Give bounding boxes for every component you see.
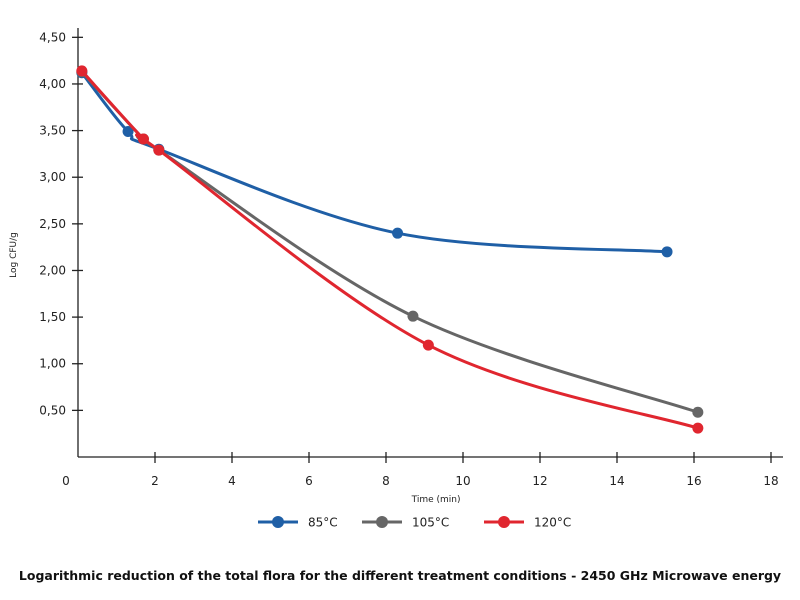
y-tick-label: 3,50 — [39, 124, 66, 138]
legend-swatch-marker — [376, 516, 388, 528]
legend-item: 120°C — [484, 516, 571, 530]
x-tick-label: 18 — [763, 474, 778, 488]
axes — [77, 28, 783, 458]
x-tick-label: 2 — [151, 474, 159, 488]
x-tick-label: 6 — [305, 474, 313, 488]
chart-caption: Logarithmic reduction of the total flora… — [19, 568, 781, 583]
data-point — [122, 126, 134, 138]
x-tick-label: 16 — [686, 474, 701, 488]
series-1 — [76, 66, 704, 418]
data-point — [661, 246, 673, 258]
legend-label: 85°C — [308, 516, 338, 530]
data-point — [422, 339, 434, 351]
x-tick-label: 12 — [532, 474, 547, 488]
y-tick-label: 2,00 — [39, 263, 66, 277]
data-point — [407, 310, 419, 322]
y-tick-label: 3,00 — [39, 170, 66, 184]
y-tick-label: 1,00 — [39, 357, 66, 371]
y-tick-label: 0,50 — [39, 403, 66, 417]
x-tick-label: 10 — [455, 474, 470, 488]
data-point — [692, 422, 704, 434]
y-tick-label: 4,50 — [39, 30, 66, 44]
x-ticks: 0 2 4 6 8 10 12 14 16 18 — [62, 452, 779, 488]
legend-label: 105°C — [412, 516, 449, 530]
x-axis-title: Time (min) — [411, 495, 461, 505]
x-tick-label: 4 — [228, 474, 236, 488]
legend-swatch-marker — [272, 516, 284, 528]
data-point — [692, 406, 704, 418]
x-tick-label: 14 — [609, 474, 624, 488]
y-ticks: 0,50 1,00 1,50 2,00 2,50 3,00 3,50 4,00 4,50 — [39, 30, 83, 417]
y-tick-label: 2,50 — [39, 217, 66, 231]
series-2 — [76, 65, 704, 434]
data-point — [137, 133, 149, 145]
legend: 85°C 105°C 120°C — [258, 516, 571, 530]
series-line — [80, 70, 700, 414]
legend-label: 120°C — [534, 516, 571, 530]
x-tick-label: 8 — [382, 474, 390, 488]
data-point — [153, 144, 165, 156]
x-tick-label: 0 — [62, 474, 70, 488]
legend-swatch-marker — [498, 516, 510, 528]
series-line — [80, 71, 669, 254]
series-layer — [76, 65, 704, 434]
y-tick-label: 4,00 — [39, 77, 66, 91]
y-axis-title: Log CFU/g — [9, 232, 19, 278]
legend-item: 105°C — [362, 516, 449, 530]
data-point — [76, 65, 88, 77]
data-point — [392, 227, 404, 239]
legend-item: 85°C — [258, 516, 338, 530]
y-tick-label: 1,50 — [39, 310, 66, 324]
series-0 — [76, 67, 673, 258]
